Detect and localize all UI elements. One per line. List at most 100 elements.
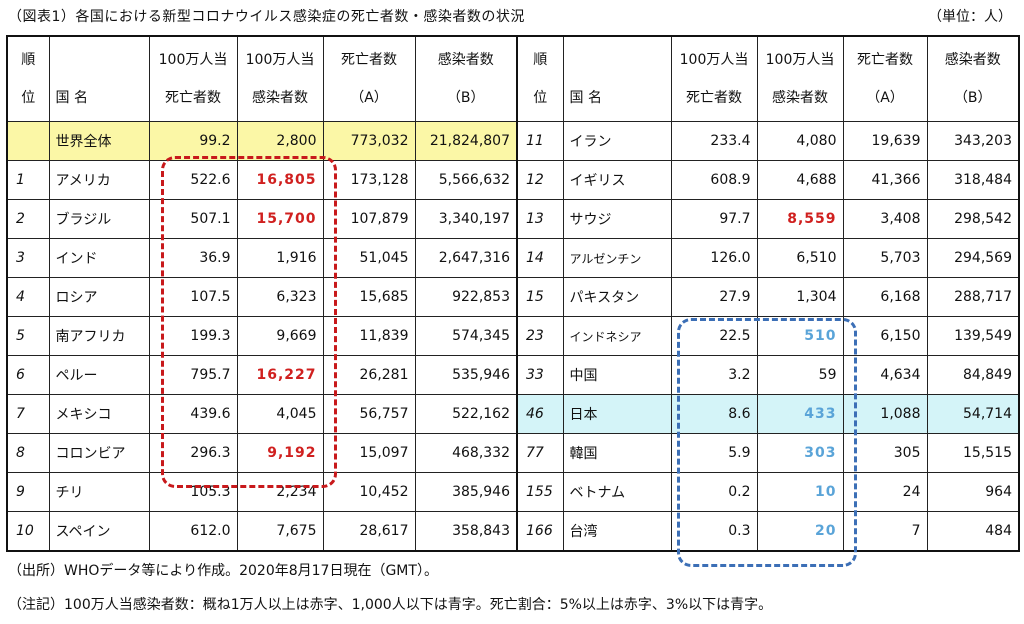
cases-cell: 294,569 (926, 238, 1020, 278)
deaths-per-million-cell: 27.9 (670, 277, 758, 317)
unit-label: （単位：人） (928, 9, 1012, 25)
cases-per-million-cell: 1,916 (236, 238, 324, 278)
table-row: 6 ペルー 795.7 16,227 26,281 535,946 (6, 355, 518, 395)
cases-per-million-cell: 510 (756, 316, 844, 356)
cases-per-million-cell: 2,234 (236, 472, 324, 512)
header-rank: 順位 (516, 35, 564, 122)
table-row: 12 イギリス 608.9 4,688 41,366 318,484 (516, 160, 1020, 200)
cases-cell: 5,566,632 (414, 160, 518, 200)
cases-cell: 522,162 (414, 394, 518, 434)
rank-cell: 2 (6, 199, 50, 239)
deaths-per-million-cell: 296.3 (148, 433, 238, 473)
country-cell: イギリス (562, 160, 672, 200)
cases-cell: 288,717 (926, 277, 1020, 317)
deaths-cell: 15,097 (322, 433, 416, 473)
deaths-cell: 51,045 (322, 238, 416, 278)
deaths-per-million-cell: 105.3 (148, 472, 238, 512)
deaths-per-million-cell: 107.5 (148, 277, 238, 317)
data-tables: 順位 国 名 100万人当 死亡者数 100万人当 感染者数 死亡者数 （A） 感染者… (6, 35, 1020, 567)
deaths-per-million-cell: 795.7 (148, 355, 238, 395)
country-cell: 日本 (562, 394, 672, 434)
rank-cell: 6 (6, 355, 50, 395)
country-cell: 台湾 (562, 511, 672, 552)
cases-per-million-cell: 9,669 (236, 316, 324, 356)
header-cases-per-million: 100万人当 感染者数 (756, 35, 844, 122)
cases-per-million-cell: 4,045 (236, 394, 324, 434)
cases-cell: 343,203 (926, 121, 1020, 161)
table-row: 1 アメリカ 522.6 16,805 173,128 5,566,632 (6, 160, 518, 200)
cases-per-million-cell: 2,800 (236, 121, 324, 161)
deaths-cell: 6,150 (842, 316, 928, 356)
right-table: 順位 国 名 100万人当 死亡者数 100万人当 感染者数 死亡者数 （A） 感染者… (516, 35, 1020, 552)
country-cell: メキシコ (48, 394, 150, 434)
deaths-per-million-cell: 5.9 (670, 433, 758, 473)
deaths-cell: 11,839 (322, 316, 416, 356)
country-cell: インドネシア (562, 316, 672, 356)
header-deaths: 死亡者数 （A） (842, 35, 928, 122)
rank-cell: 33 (516, 355, 564, 395)
footnote: （注記）100万人当感染者数：概ね1万人以上は赤字、1,000人以下は青字。死亡… (8, 597, 773, 613)
cases-per-million-cell: 9,192 (236, 433, 324, 473)
deaths-cell: 56,757 (322, 394, 416, 434)
table-row: 15 パキスタン 27.9 1,304 6,168 288,717 (516, 277, 1020, 317)
rank-cell: 11 (516, 121, 564, 161)
rank-cell: 5 (6, 316, 50, 356)
left-table: 順位 国 名 100万人当 死亡者数 100万人当 感染者数 死亡者数 （A） 感染者… (6, 35, 518, 552)
deaths-cell: 19,639 (842, 121, 928, 161)
table-row: 4 ロシア 107.5 6,323 15,685 922,853 (6, 277, 518, 317)
cases-per-million-cell: 16,805 (236, 160, 324, 200)
cases-cell: 2,647,316 (414, 238, 518, 278)
deaths-per-million-cell: 507.1 (148, 199, 238, 239)
cases-per-million-cell: 303 (756, 433, 844, 473)
deaths-per-million-cell: 0.2 (670, 472, 758, 512)
deaths-per-million-cell: 8.6 (670, 394, 758, 434)
deaths-per-million-cell: 22.5 (670, 316, 758, 356)
deaths-cell: 41,366 (842, 160, 928, 200)
country-cell: 韓国 (562, 433, 672, 473)
deaths-cell: 1,088 (842, 394, 928, 434)
table-row: 11 イラン 233.4 4,080 19,639 343,203 (516, 121, 1020, 161)
table-row: 5 南アフリカ 199.3 9,669 11,839 574,345 (6, 316, 518, 356)
rank-cell: 23 (516, 316, 564, 356)
cases-cell: 21,824,807 (414, 121, 518, 161)
header-cases-per-million: 100万人当 感染者数 (236, 35, 324, 122)
cases-cell: 358,843 (414, 511, 518, 552)
deaths-per-million-cell: 0.3 (670, 511, 758, 552)
deaths-cell: 10,452 (322, 472, 416, 512)
cases-cell: 15,515 (926, 433, 1020, 473)
rank-cell: 12 (516, 160, 564, 200)
table-row: 9 チリ 105.3 2,234 10,452 385,946 (6, 472, 518, 512)
rank-cell: 155 (516, 472, 564, 512)
deaths-cell: 7 (842, 511, 928, 552)
cases-per-million-cell: 10 (756, 472, 844, 512)
figure-title: （図表1）各国における新型コロナウイルス感染症の死亡者数・感染者数の状況 (8, 9, 525, 25)
source-note: （出所）WHOデータ等により作成。2020年8月17日現在（GMT）。 (8, 563, 438, 579)
table-row-japan: 46 日本 8.6 433 1,088 54,714 (516, 394, 1020, 434)
country-cell: イラン (562, 121, 672, 161)
cases-per-million-cell: 6,323 (236, 277, 324, 317)
deaths-cell: 3,408 (842, 199, 928, 239)
deaths-cell: 15,685 (322, 277, 416, 317)
deaths-cell: 6,168 (842, 277, 928, 317)
country-cell: パキスタン (562, 277, 672, 317)
deaths-per-million-cell: 608.9 (670, 160, 758, 200)
country-cell: アメリカ (48, 160, 150, 200)
deaths-per-million-cell: 99.2 (148, 121, 238, 161)
deaths-per-million-cell: 439.6 (148, 394, 238, 434)
cases-cell: 922,853 (414, 277, 518, 317)
table-row: 23 インドネシア 22.5 510 6,150 139,549 (516, 316, 1020, 356)
deaths-cell: 107,879 (322, 199, 416, 239)
table-row: 2 ブラジル 507.1 15,700 107,879 3,340,197 (6, 199, 518, 239)
country-cell: アルゼンチン (562, 238, 672, 278)
country-cell: サウジ (562, 199, 672, 239)
table-row: 77 韓国 5.9 303 305 15,515 (516, 433, 1020, 473)
deaths-cell: 24 (842, 472, 928, 512)
cases-cell: 468,332 (414, 433, 518, 473)
rank-cell: 77 (516, 433, 564, 473)
country-cell: ベトナム (562, 472, 672, 512)
rank-cell: 1 (6, 160, 50, 200)
rank-cell: 7 (6, 394, 50, 434)
table-row: 7 メキシコ 439.6 4,045 56,757 522,162 (6, 394, 518, 434)
country-cell: インド (48, 238, 150, 278)
deaths-cell: 5,703 (842, 238, 928, 278)
